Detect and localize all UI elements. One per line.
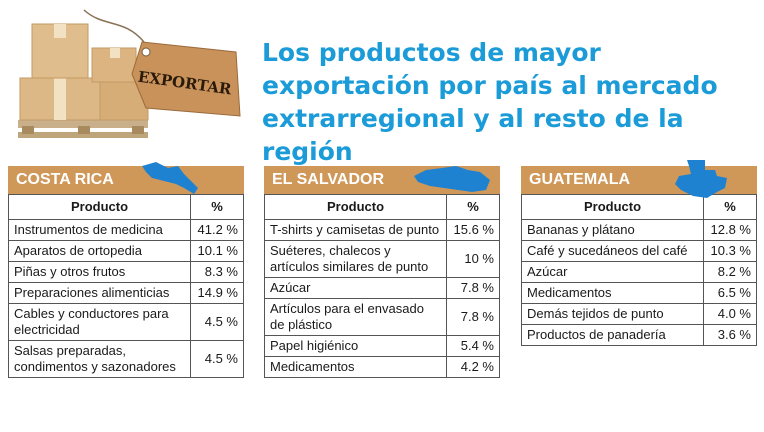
panel-el-salvador: EL SALVADOR Producto % T-shirts y camise… — [264, 166, 500, 378]
pct-cell: 7.8 % — [446, 298, 500, 336]
product-cell: Instrumentos de medicina — [8, 219, 191, 241]
product-cell: Azúcar — [521, 261, 704, 283]
product-cell: Artículos para el envasado de plástico — [264, 298, 447, 336]
table-row: T-shirts y camisetas de punto 15.6 % — [264, 219, 500, 241]
product-cell: Suéteres, chalecos y artículos similares… — [264, 240, 447, 278]
table-row: Azúcar 7.8 % — [264, 277, 500, 299]
table-row: Piñas y otros frutos 8.3 % — [8, 261, 244, 283]
pct-cell: 3.6 % — [703, 324, 757, 346]
table-row: Café y sucedáneos del café 10.3 % — [521, 240, 757, 262]
product-table: Producto % Bananas y plátano 12.8 % Café … — [521, 194, 757, 346]
pct-cell: 12.8 % — [703, 219, 757, 241]
pct-cell: 8.3 % — [190, 261, 244, 283]
table-row: Productos de panadería 3.6 % — [521, 324, 757, 346]
price-tag-icon — [131, 41, 241, 117]
product-table: Producto % Instrumentos de medicina 41.2 … — [8, 194, 244, 378]
table-row: Papel higiénico 5.4 % — [264, 335, 500, 357]
pct-cell: 4.5 % — [190, 340, 244, 378]
pct-cell: 4.5 % — [190, 303, 244, 341]
product-cell: Bananas y plátano — [521, 219, 704, 241]
col-header-product: Producto — [521, 194, 704, 220]
pct-cell: 15.6 % — [446, 219, 500, 241]
pct-cell: 4.0 % — [703, 303, 757, 325]
pct-cell: 4.2 % — [446, 356, 500, 378]
country-band: EL SALVADOR — [264, 166, 500, 194]
product-cell: Demás tejidos de punto — [521, 303, 704, 325]
panel-guatemala: GUATEMALA Producto % Bananas y plátano 12… — [521, 160, 757, 346]
table-row: Bananas y plátano 12.8 % — [521, 219, 757, 241]
page-title: Los productos de mayor exportación por p… — [262, 38, 718, 166]
product-cell: Azúcar — [264, 277, 447, 299]
table-row: Azúcar 8.2 % — [521, 261, 757, 283]
country-map-icon — [414, 166, 490, 192]
product-cell: T-shirts y camisetas de punto — [264, 219, 447, 241]
table-row: Medicamentos 6.5 % — [521, 282, 757, 304]
product-cell: Preparaciones alimenticias — [8, 282, 191, 304]
product-cell: Papel higiénico — [264, 335, 447, 357]
pct-cell: 5.4 % — [446, 335, 500, 357]
pct-cell: 10.1 % — [190, 240, 244, 262]
pct-cell: 7.8 % — [446, 277, 500, 299]
product-cell: Piñas y otros frutos — [8, 261, 191, 283]
country-map-icon — [142, 162, 198, 194]
pct-cell: 8.2 % — [703, 261, 757, 283]
table-row: Medicamentos 4.2 % — [264, 356, 500, 378]
pct-cell: 14.9 % — [190, 282, 244, 304]
country-name: EL SALVADOR — [272, 171, 385, 188]
table-row: Artículos para el envasado de plástico 7.… — [264, 298, 500, 336]
table-row: Cables y conductores para electricidad 4.… — [8, 303, 244, 341]
pct-cell: 10 % — [446, 240, 500, 278]
table-row: Demás tejidos de punto 4.0 % — [521, 303, 757, 325]
table-row: Aparatos de ortopedia 10.1 % — [8, 240, 244, 262]
table-row: Instrumentos de medicina 41.2 % — [8, 219, 244, 241]
table-row: Salsas preparadas, condimentos y sazonad… — [8, 340, 244, 378]
pct-cell: 10.3 % — [703, 240, 757, 262]
country-map-icon — [675, 160, 727, 198]
col-header-pct: % — [446, 194, 500, 220]
table-row: Suéteres, chalecos y artículos similares… — [264, 240, 500, 278]
product-cell: Aparatos de ortopedia — [8, 240, 191, 262]
product-cell: Productos de panadería — [521, 324, 704, 346]
product-cell: Salsas preparadas, condimentos y sazonad… — [8, 340, 191, 378]
country-band: GUATEMALA — [521, 160, 757, 198]
country-name: GUATEMALA — [529, 171, 631, 188]
pct-cell: 6.5 % — [703, 282, 757, 304]
country-name: COSTA RICA — [16, 171, 114, 188]
panel-costa-rica: COSTA RICA Producto % Instrumentos de me… — [8, 162, 244, 378]
pct-cell: 41.2 % — [190, 219, 244, 241]
product-table: Producto % T-shirts y camisetas de punto… — [264, 194, 500, 378]
product-cell: Medicamentos — [264, 356, 447, 378]
product-cell: Café y sucedáneos del café — [521, 240, 704, 262]
col-header-product: Producto — [8, 194, 191, 220]
col-header-pct: % — [190, 194, 244, 220]
product-cell: Medicamentos — [521, 282, 704, 304]
table-row: Preparaciones alimenticias 14.9 % — [8, 282, 244, 304]
country-band: COSTA RICA — [8, 162, 244, 194]
col-header-product: Producto — [264, 194, 447, 220]
product-cell: Cables y conductores para electricidad — [8, 303, 191, 341]
boxes-pallet-image: EXPORTAR — [18, 9, 241, 138]
